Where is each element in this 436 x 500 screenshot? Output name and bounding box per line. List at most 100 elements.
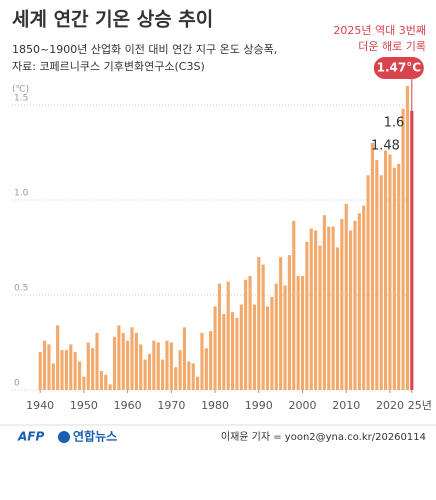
bar [47,344,51,390]
bar [112,336,117,390]
bar [300,276,305,390]
source-logo: AFP [17,430,44,444]
bar [169,342,173,390]
bar [335,247,340,390]
bar [327,226,331,390]
bar [244,279,248,390]
bar [353,220,357,390]
bar [77,361,82,390]
x-tick-label: 2010 [332,399,360,412]
bar [410,110,414,390]
bar [366,175,370,390]
bar [69,344,73,390]
bar [117,325,121,390]
bar [318,245,322,390]
bar [213,306,217,390]
x-tick-label: 2000 [289,399,317,412]
bar [51,363,55,390]
bar [60,350,64,390]
bar [64,350,68,390]
value-label: 1.47°C [377,61,422,75]
bar [121,333,125,390]
bar [257,257,261,390]
bar [91,348,95,390]
bar [187,361,191,390]
logo-icon [58,431,70,443]
bar [248,276,252,390]
x-tick-label: 1950 [70,399,98,412]
bar [362,205,366,390]
value-label: 1.48 [371,138,400,153]
bar [239,304,243,390]
x-tick-label: 2020 [376,399,404,412]
subtitle: 자료: 코페르니쿠스 기후변화연구소(C3S) [12,60,205,73]
bar [252,304,256,390]
bar [270,296,274,390]
bar [397,163,401,390]
bar [152,340,156,390]
bar [204,348,208,390]
bar [73,352,77,390]
x-tick-label: 25년 [408,399,432,412]
y-tick-label: 0.5 [14,284,28,294]
bar [217,283,222,390]
bar [305,241,309,390]
bar [401,108,405,391]
bar [357,213,361,390]
annotation: 더운 해로 기록 [358,39,426,53]
y-tick-label: 1.5 [14,94,28,104]
bar [296,276,300,390]
bar [196,376,200,390]
bar [370,143,375,390]
bar [174,367,178,390]
bar [274,283,278,390]
bar [139,344,143,390]
bar [156,342,160,390]
x-tick-label: 1940 [26,399,54,412]
bar [134,333,138,390]
credit: 이재윤 기자 = yoon2@yna.co.kr/20260114 [221,431,426,443]
x-tick-label: 1990 [245,399,273,412]
x-tick-label: 1960 [114,399,142,412]
bar [82,376,86,390]
bar [209,331,213,390]
bar [230,312,235,390]
bar [265,306,270,390]
bar [42,340,47,390]
bar [200,333,204,390]
bar [235,317,239,390]
callout-box [373,57,424,79]
bar [388,154,392,390]
bar [287,255,291,390]
bar [292,220,296,390]
y-unit: (℃) [12,85,29,95]
bar [344,203,348,390]
bar [38,352,42,390]
bar [309,228,313,390]
x-tick-label: 1980 [201,399,229,412]
bar [349,230,353,390]
chart-title: 세계 연간 기온 상승 추이 [12,9,213,31]
bar [392,167,396,390]
value-label: 1.6 [384,116,405,131]
bar [279,257,283,390]
bar [95,333,99,390]
bar [147,353,152,390]
bar [99,371,103,390]
subtitle: 1850~1900년 산업화 이전 대비 연간 지구 온도 상승폭, [12,43,277,56]
bar [261,264,265,390]
bar [191,363,195,390]
bar [143,359,147,390]
bar [331,226,335,390]
bar [86,342,90,390]
bar [405,86,410,390]
bar [126,340,130,390]
bar [379,175,383,390]
y-tick-label: 1.0 [14,189,29,199]
bar [314,230,318,390]
bar [384,150,388,390]
bar [322,215,326,390]
x-tick-label: 1970 [157,399,185,412]
bar [283,285,287,390]
bar [104,374,108,390]
